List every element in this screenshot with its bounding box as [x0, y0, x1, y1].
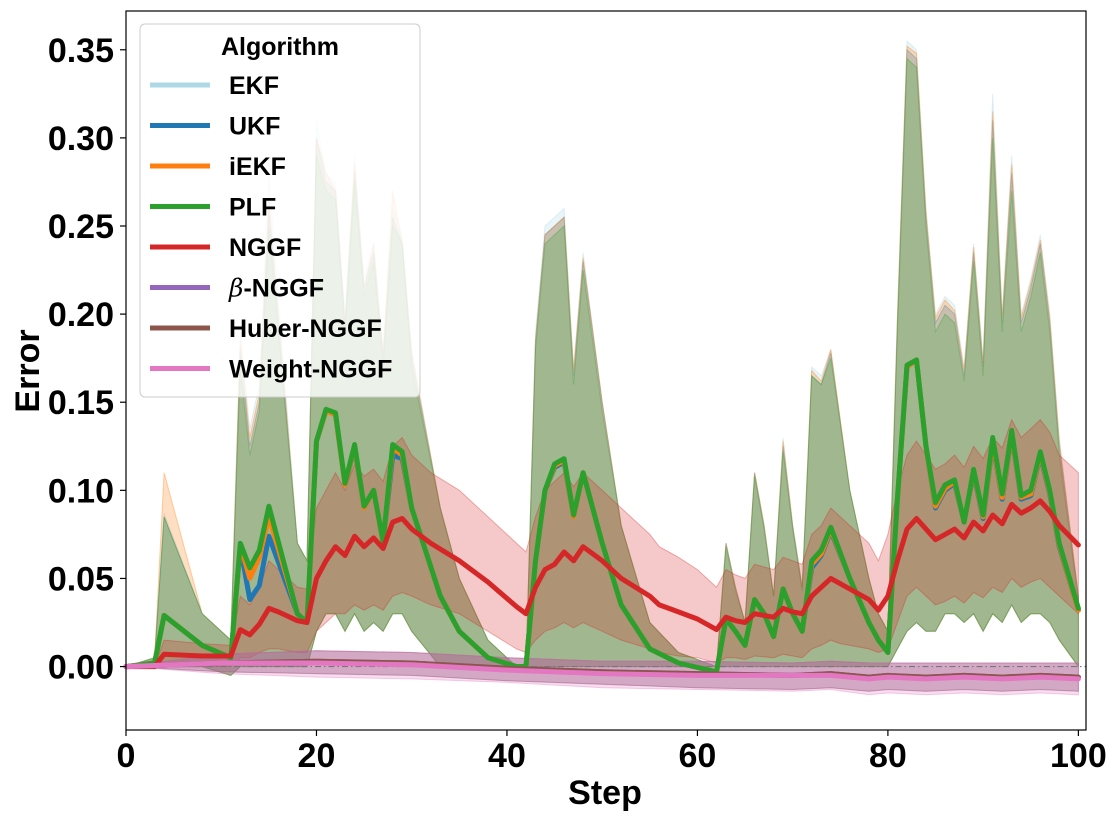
series-line-nggf: [123, 498, 1081, 670]
y-axis-ticks: 0.00 0.05 0.10 0.15 0.20 0.25 0.30 0.35: [48, 32, 126, 687]
legend-label-text: -NGGF: [243, 275, 324, 303]
x-tick-label: 20: [298, 737, 336, 775]
x-tick-label: 0: [117, 737, 136, 775]
legend-title: Algorithm: [221, 33, 339, 61]
legend-item-ekf: EKF: [150, 72, 279, 100]
plot-frame: [125, 10, 1087, 731]
y-tick-label: 0.35: [48, 32, 114, 70]
legend-label-greek: β: [228, 274, 243, 303]
legend-item-beta-nggf: β-NGGF: [150, 274, 324, 303]
legend-item-ukf: UKF: [150, 113, 280, 141]
legend-item-weight-nggf: Weight-NGGF: [150, 356, 392, 384]
x-axis-label: Step: [568, 774, 642, 812]
x-tick-label: 40: [488, 737, 526, 775]
legend-label: UKF: [229, 113, 280, 141]
legend-label: PLF: [229, 194, 276, 222]
series-line-weight-nggf: [123, 660, 1081, 682]
legend-item-nggf: NGGF: [150, 234, 301, 262]
legend-label: iEKF: [229, 153, 286, 181]
legend-items: EKF UKF iEKF PLF NGGF β-NGGF Huber-NGGF Weight-…: [150, 72, 392, 384]
y-tick-label: 0.00: [48, 649, 114, 687]
legend-label: NGGF: [229, 234, 301, 262]
legend-label: Huber-NGGF: [229, 315, 382, 343]
x-axis-ticks: 0 20 40 60 80 100: [117, 730, 1107, 775]
y-tick-label: 0.10: [48, 472, 114, 510]
legend-label: EKF: [229, 72, 279, 100]
legend: Algorithm EKF UKF iEKF PLF NGGF β-NGGF Huber-N…: [139, 23, 421, 398]
x-tick-label: 80: [869, 737, 907, 775]
legend-label: β-NGGF: [228, 274, 324, 303]
y-tick-label: 0.05: [48, 560, 114, 598]
x-tick-label: 100: [1050, 737, 1107, 775]
y-tick-label: 0.20: [48, 296, 114, 334]
y-tick-label: 0.25: [48, 208, 114, 246]
y-tick-label: 0.30: [48, 120, 114, 158]
y-tick-label: 0.15: [48, 384, 114, 422]
series-line-plf: [123, 357, 1081, 675]
legend-item-plf: PLF: [150, 194, 276, 222]
y-axis-label: Error: [9, 329, 47, 412]
series-lines: [123, 357, 1081, 682]
legend-box: [139, 23, 421, 398]
legend-item-iekf: iEKF: [150, 153, 286, 181]
x-tick-label: 60: [679, 737, 717, 775]
legend-item-huber-nggf: Huber-NGGF: [150, 315, 382, 343]
legend-label: Weight-NGGF: [229, 356, 392, 384]
